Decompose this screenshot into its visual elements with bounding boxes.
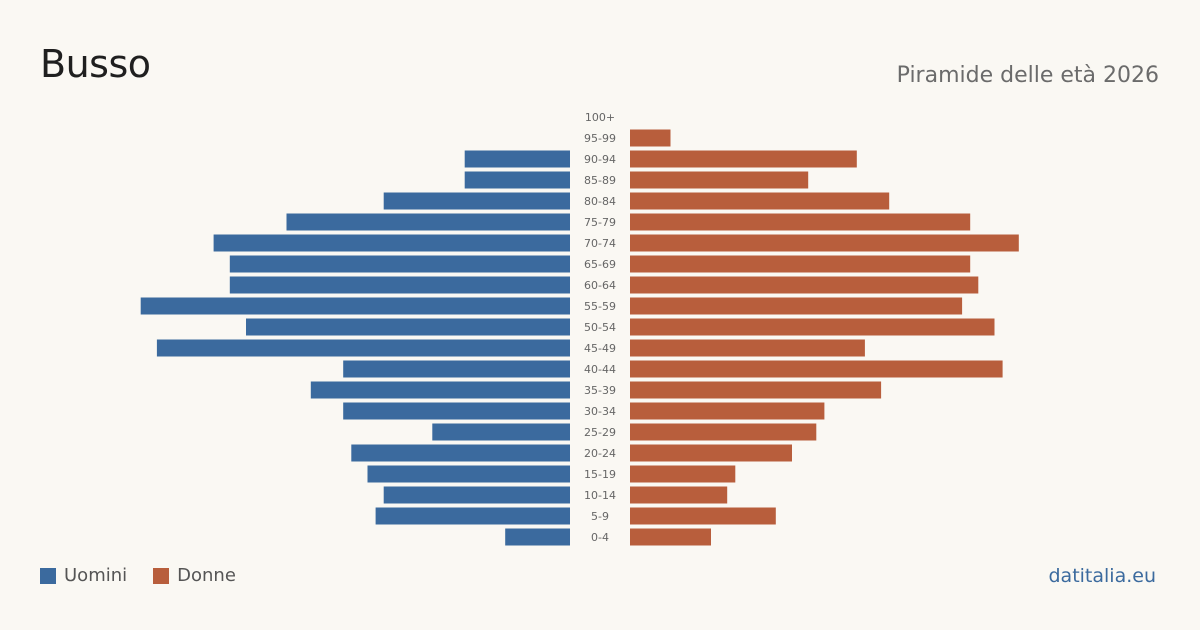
- bar-women-10-14: [630, 486, 728, 504]
- bar-women-50-54: [630, 318, 995, 336]
- legend-swatch-men: [40, 567, 56, 584]
- age-label-45-49: 45-49: [584, 342, 616, 355]
- bar-women-25-29: [630, 423, 817, 441]
- age-label-60-64: 60-64: [584, 279, 616, 292]
- bar-men-10-14: [383, 486, 570, 504]
- source-link[interactable]: datitalia.eu: [1048, 565, 1157, 587]
- legend-swatch-women: [153, 567, 170, 584]
- legend-label-men: Uomini: [64, 565, 128, 586]
- bar-men-40-44: [343, 360, 570, 378]
- bar-women-85-89: [630, 171, 809, 189]
- bar-men-65-69: [229, 255, 571, 273]
- bar-women-95-99: [630, 129, 671, 147]
- legend-item-men: Uomini: [40, 565, 127, 586]
- bar-men-0-4: [505, 528, 570, 546]
- legend-label-women: Donne: [177, 565, 236, 586]
- bar-men-20-24: [351, 444, 570, 462]
- bar-men-55-59: [140, 297, 570, 315]
- bar-women-75-79: [630, 213, 971, 231]
- legend-item-women: Donne: [153, 565, 236, 586]
- age-label-75-79: 75-79: [584, 216, 616, 229]
- age-label-80-84: 80-84: [584, 195, 616, 208]
- age-label-25-29: 25-29: [584, 426, 616, 439]
- bar-men-25-29: [432, 423, 570, 441]
- bar-men-45-49: [156, 339, 570, 357]
- bar-women-5-9: [630, 507, 776, 525]
- bar-men-60-64: [229, 276, 571, 294]
- bar-men-35-39: [310, 381, 570, 399]
- bar-women-80-84: [630, 192, 890, 210]
- bar-women-40-44: [630, 360, 1003, 378]
- age-label-35-39: 35-39: [584, 384, 616, 397]
- age-label-85-89: 85-89: [584, 174, 616, 187]
- bar-women-90-94: [630, 150, 857, 168]
- bar-women-65-69: [630, 255, 971, 273]
- bar-women-35-39: [630, 381, 882, 399]
- age-label-0-4: 0-4: [591, 531, 609, 544]
- bar-women-70-74: [630, 234, 1019, 252]
- legend: Uomini Donne: [40, 565, 262, 586]
- bar-women-30-34: [630, 402, 825, 420]
- age-label-10-14: 10-14: [584, 489, 616, 502]
- chart-subtitle: Piramide delle età 2026: [896, 63, 1159, 88]
- page-title: Busso: [40, 42, 151, 86]
- age-label-95-99: 95-99: [584, 132, 616, 145]
- age-label-5-9: 5-9: [591, 510, 609, 523]
- age-label-50-54: 50-54: [584, 321, 616, 334]
- bar-men-5-9: [375, 507, 570, 525]
- bar-women-0-4: [630, 528, 711, 546]
- bar-men-85-89: [464, 171, 570, 189]
- age-label-15-19: 15-19: [584, 468, 616, 481]
- age-label-90-94: 90-94: [584, 153, 616, 166]
- bar-men-30-34: [343, 402, 570, 420]
- bar-women-20-24: [630, 444, 792, 462]
- age-label-30-34: 30-34: [584, 405, 616, 418]
- bar-men-15-19: [367, 465, 570, 483]
- bar-men-50-54: [246, 318, 570, 336]
- age-label-20-24: 20-24: [584, 447, 616, 460]
- bar-women-45-49: [630, 339, 865, 357]
- age-label-100+: 100+: [585, 111, 615, 124]
- age-label-55-59: 55-59: [584, 300, 616, 313]
- bar-men-80-84: [383, 192, 570, 210]
- bar-men-70-74: [213, 234, 570, 252]
- age-label-65-69: 65-69: [584, 258, 616, 271]
- bar-men-75-79: [286, 213, 570, 231]
- age-label-40-44: 40-44: [584, 363, 616, 376]
- age-label-70-74: 70-74: [584, 237, 616, 250]
- bar-women-55-59: [630, 297, 963, 315]
- bar-women-60-64: [630, 276, 979, 294]
- bar-men-90-94: [464, 150, 570, 168]
- bar-women-15-19: [630, 465, 736, 483]
